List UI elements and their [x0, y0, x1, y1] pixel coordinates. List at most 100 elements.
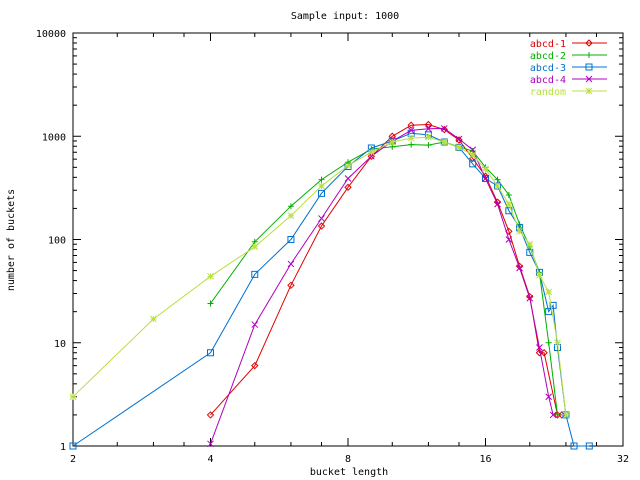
data-point-abcd-2: [494, 176, 501, 183]
y-tick-label: 1000: [42, 132, 66, 143]
data-point-random: [150, 315, 157, 323]
x-axis: 2 4 8 16 32: [70, 33, 629, 465]
x-tick-label: 2: [70, 454, 76, 465]
legend-marker: [586, 52, 592, 58]
data-point-abcd-1: [407, 121, 415, 129]
data-point-abcd-3: [562, 411, 570, 419]
data-point-random: [440, 138, 448, 146]
legend-entry: abcd-4: [530, 75, 607, 86]
legend-label: abcd-2: [530, 51, 566, 62]
data-point-abcd-3: [251, 270, 259, 278]
data-point-abcd-4: [287, 260, 295, 268]
series-abcd-1: [206, 120, 566, 419]
data-point-abcd-1: [206, 411, 215, 419]
data-point-random: [425, 133, 432, 141]
legend-entry: random: [530, 87, 607, 98]
data-point-abcd-4: [407, 127, 415, 134]
legend-label: abcd-4: [530, 75, 566, 86]
data-point-abcd-1: [251, 361, 259, 370]
data-point-abcd-4: [251, 321, 259, 328]
data-point-abcd-3: [469, 160, 477, 168]
y-axis: 1 10 100 1000 10000: [36, 29, 623, 453]
data-point-abcd-4: [549, 411, 557, 419]
data-point-random: [469, 151, 477, 159]
data-point-random: [344, 162, 352, 169]
data-point-abcd-3: [549, 301, 557, 309]
data-point-random: [505, 200, 513, 208]
data-point-abcd-2: [425, 142, 432, 149]
data-point-random: [368, 148, 375, 156]
data-point-abcd-4: [516, 264, 523, 272]
data-point-random: [455, 144, 463, 151]
data-point-abcd-3: [585, 442, 593, 450]
series-line-abcd-4: [210, 127, 554, 444]
data-point-abcd-3: [482, 174, 489, 182]
legend-label: abcd-3: [530, 63, 566, 74]
data-point-random: [318, 182, 325, 190]
y-axis-label: number of buckets: [6, 189, 17, 291]
series-line-random: [72, 136, 567, 415]
series-line-abcd-1: [210, 123, 562, 416]
legend-entry: abcd-2: [530, 51, 607, 62]
data-point-random: [554, 339, 561, 347]
data-point-abcd-4: [455, 135, 463, 143]
data-point-abcd-4: [318, 215, 325, 222]
data-point-random: [526, 240, 534, 248]
data-point-abcd-2: [554, 411, 561, 418]
y-tick-label: 10: [54, 339, 66, 350]
data-point-abcd-3: [570, 442, 578, 450]
data-point-abcd-2: [287, 203, 294, 210]
series-abcd-4: [207, 125, 557, 448]
legend-marker: [585, 39, 593, 47]
series-abcd-2: [207, 138, 561, 418]
series-abcd-3: [69, 129, 593, 450]
data-point-random: [251, 243, 259, 251]
data-point-abcd-2: [408, 141, 415, 148]
data-point-abcd-3: [535, 268, 543, 276]
data-point-abcd-1: [558, 411, 566, 419]
legend-marker: [585, 63, 593, 71]
data-point-abcd-1: [455, 136, 463, 144]
data-point-abcd-1: [344, 183, 352, 192]
data-point-abcd-1: [540, 349, 548, 357]
data-point-abcd-4: [344, 175, 352, 182]
x-tick-label: 32: [617, 454, 629, 465]
data-point-abcd-1: [505, 227, 513, 236]
data-point-abcd-4: [505, 236, 513, 243]
data-point-abcd-4: [469, 146, 477, 154]
chart-title: Sample input: 1000: [291, 11, 399, 22]
data-point-random: [388, 138, 396, 146]
data-point-abcd-2: [505, 191, 512, 198]
x-tick-label: 4: [207, 454, 213, 465]
legend-entry: abcd-3: [530, 63, 607, 74]
x-tick-label: 8: [345, 454, 351, 465]
series-layer: [69, 120, 593, 450]
data-point-random: [516, 227, 523, 235]
data-point-abcd-4: [494, 200, 501, 208]
data-point-random: [494, 182, 501, 190]
data-point-abcd-4: [545, 393, 553, 401]
data-point-abcd-3: [287, 236, 295, 243]
data-point-abcd-2: [545, 339, 552, 346]
data-point-abcd-2: [207, 300, 214, 307]
series-line-abcd-3: [72, 132, 590, 447]
legend-label: random: [530, 87, 566, 98]
data-point-random: [287, 212, 295, 220]
data-point-abcd-4: [440, 125, 448, 132]
data-point-random: [536, 271, 543, 279]
legend-marker: [585, 87, 593, 95]
data-point-abcd-3: [207, 349, 214, 357]
legend-marker: [585, 75, 593, 83]
data-point-random: [482, 165, 489, 173]
data-point-random: [562, 411, 570, 419]
x-tick-label: 16: [479, 454, 491, 465]
data-point-random: [207, 272, 214, 280]
series-random: [69, 133, 570, 419]
data-point-abcd-4: [526, 294, 534, 302]
data-point-abcd-4: [425, 125, 432, 133]
data-point-abcd-1: [424, 120, 433, 129]
legend-entry: abcd-1: [530, 39, 607, 50]
data-point-abcd-3: [69, 442, 77, 450]
